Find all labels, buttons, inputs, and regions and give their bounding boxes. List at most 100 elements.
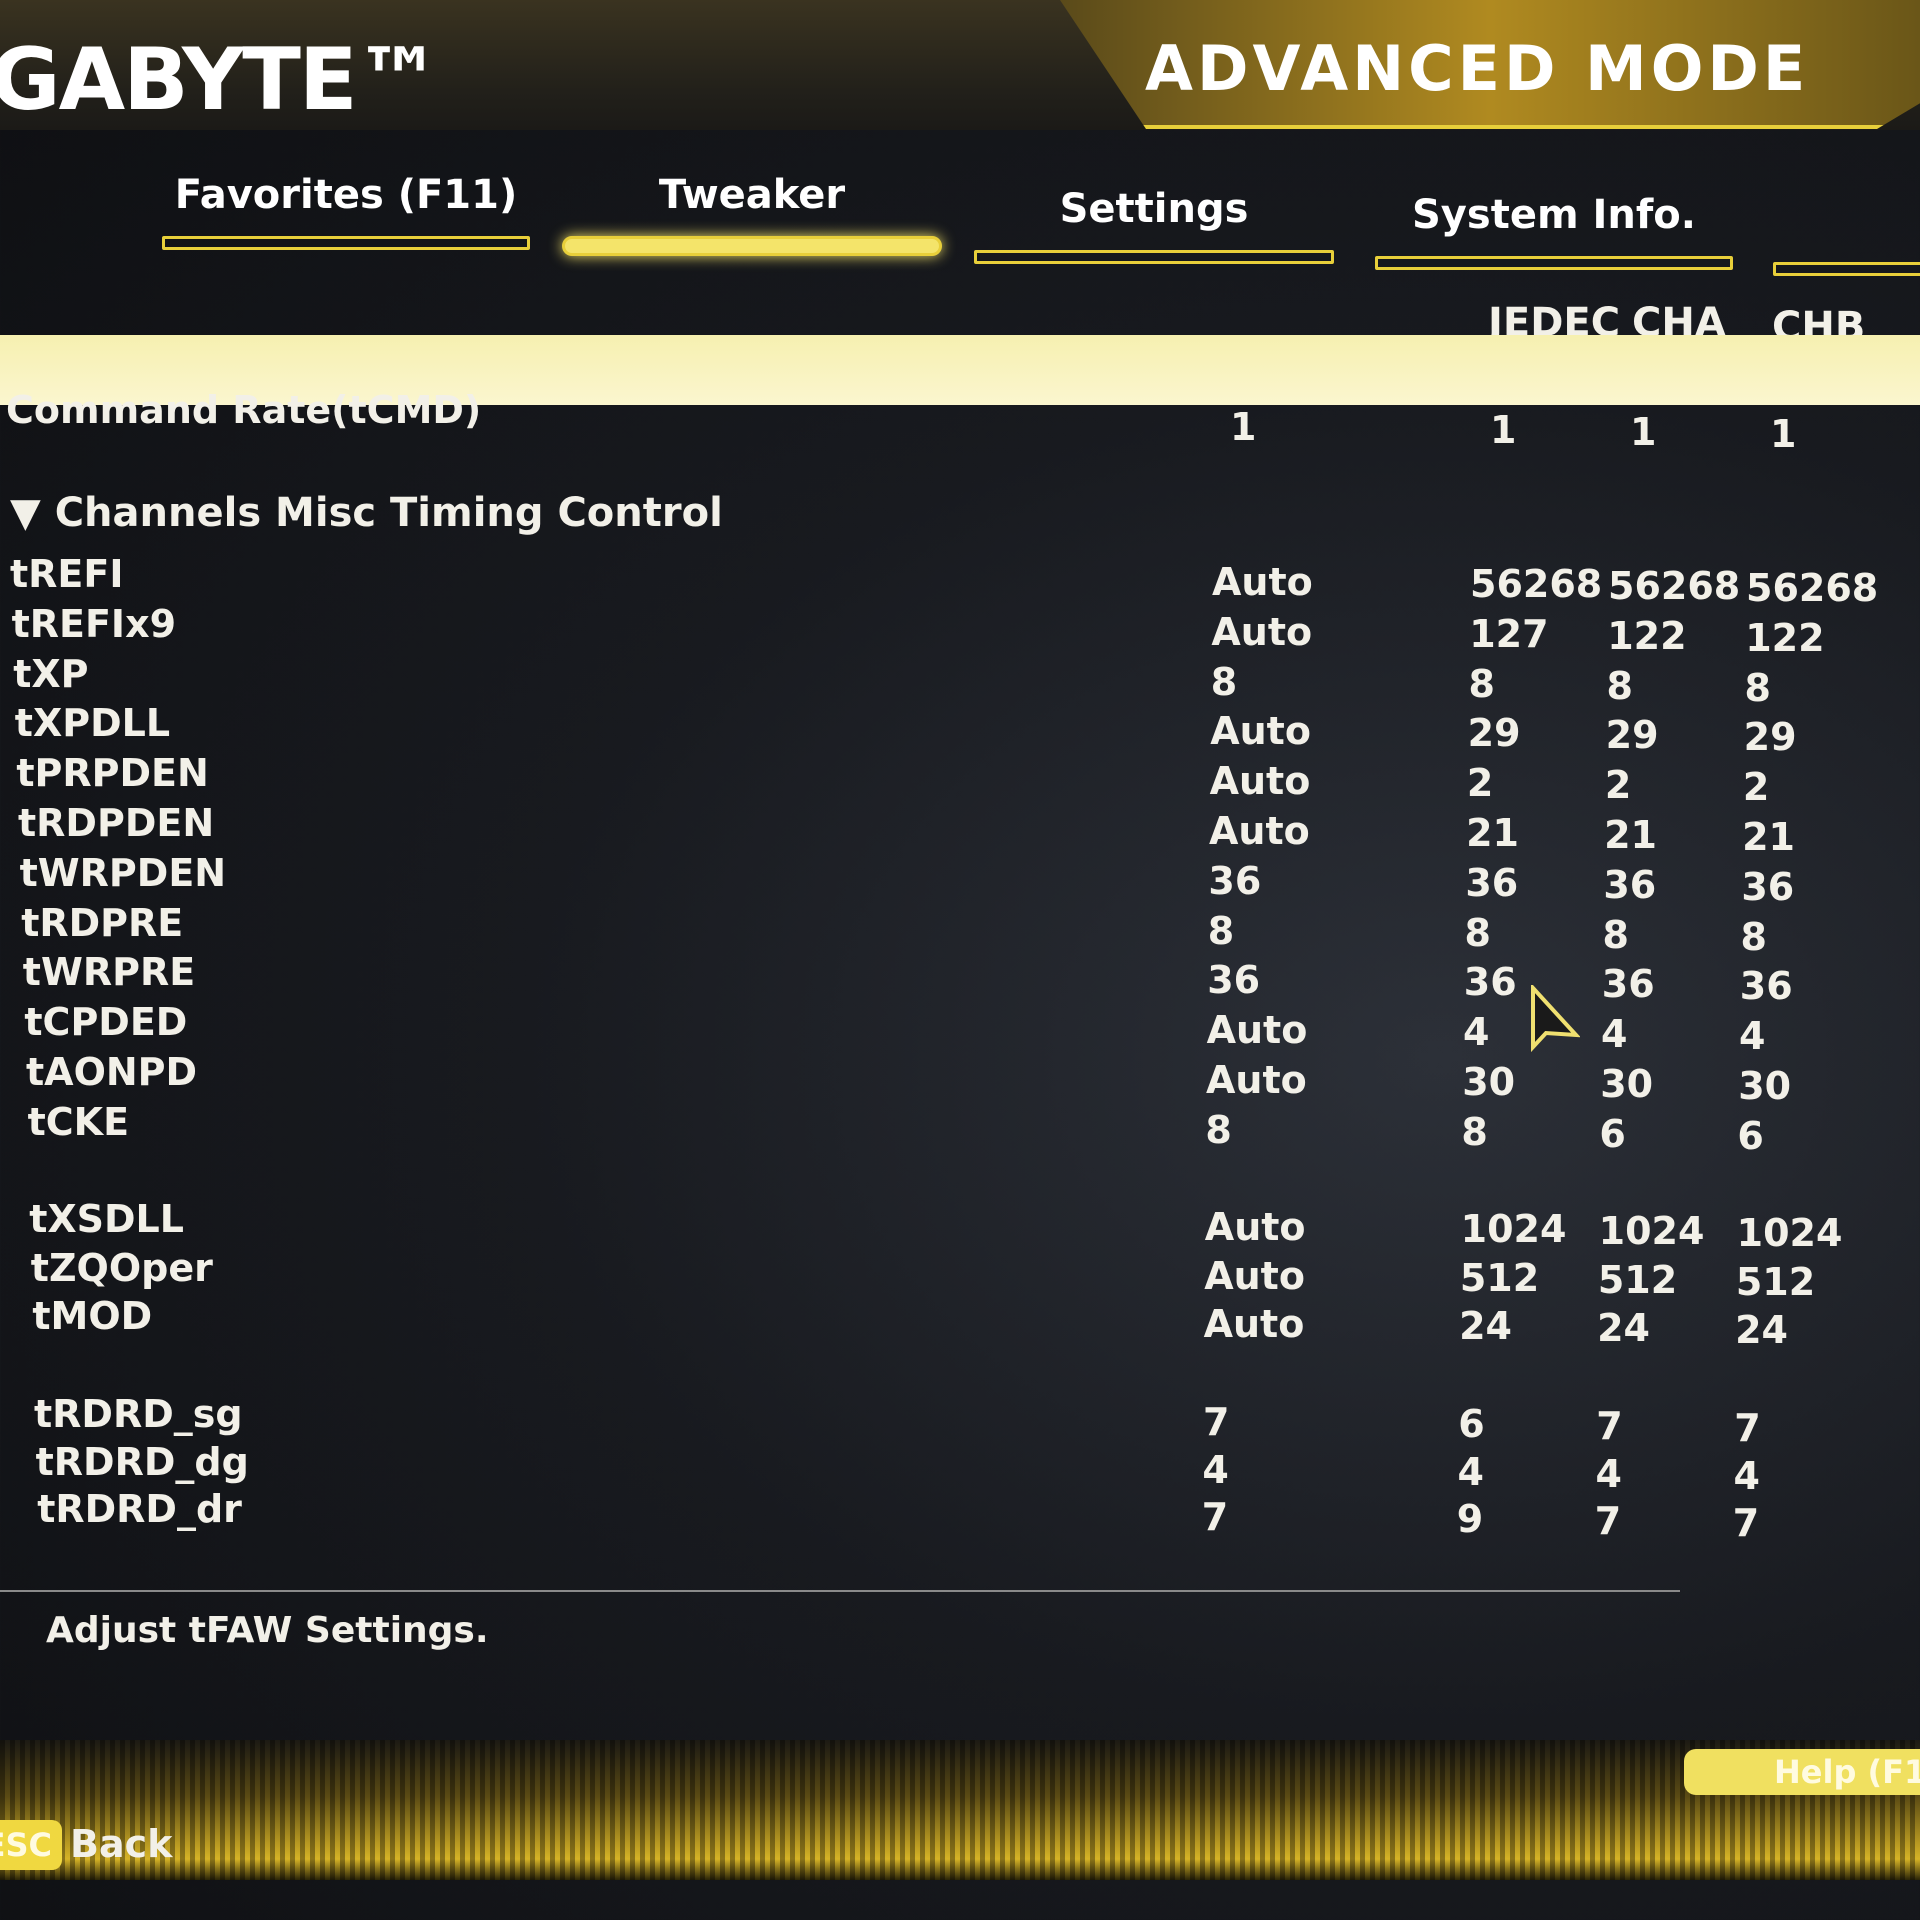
timing-jedec: 30: [1462, 1060, 1516, 1104]
timing-chb: 4: [1738, 1014, 1766, 1059]
timing-label[interactable]: tXP: [13, 651, 89, 696]
timing-cha: 30: [1600, 1062, 1654, 1106]
timing-chb: 24: [1735, 1308, 1788, 1352]
help-button[interactable]: Help (F1): [1684, 1749, 1920, 1795]
tab-underline: [162, 236, 530, 250]
esc-key-badge[interactable]: ESC: [0, 1820, 62, 1870]
timing-value[interactable]: 7: [1203, 1400, 1230, 1444]
timing-cha: 29: [1605, 713, 1659, 758]
tab-label: Favorites (F11): [174, 172, 518, 218]
back-button[interactable]: Back: [70, 1822, 173, 1866]
timing-value[interactable]: Auto: [1204, 1205, 1306, 1249]
tab-underline: [1375, 256, 1733, 270]
timing-value[interactable]: Auto: [1204, 1254, 1305, 1298]
timing-chb: 1024: [1736, 1211, 1843, 1255]
timing-cha: 56268: [1608, 564, 1741, 608]
timing-chb: 7: [1734, 1406, 1761, 1450]
timing-label[interactable]: tRDRD_dr: [37, 1487, 242, 1531]
timing-chb: 29: [1743, 715, 1797, 760]
timing-value[interactable]: 36: [1207, 958, 1261, 1003]
tab-settings[interactable]: Settings: [974, 186, 1334, 264]
timing-label[interactable]: tWRPRE: [22, 950, 196, 995]
timing-jedec: 512: [1459, 1256, 1540, 1300]
timing-cha: 36: [1603, 862, 1657, 907]
help-description: Adjust tFAW Settings.: [46, 1610, 489, 1651]
selected-row-highlight: [0, 335, 1920, 405]
timing-label[interactable]: tZQOper: [30, 1246, 213, 1290]
tab-favorites[interactable]: Favorites (F11): [162, 172, 530, 250]
timing-value[interactable]: Auto: [1210, 709, 1311, 754]
tab-system-info[interactable]: System Info.: [1375, 192, 1733, 270]
timing-label[interactable]: tREFI: [10, 552, 124, 596]
timing-cha: 21: [1604, 813, 1657, 857]
timing-cha: 7: [1594, 1499, 1622, 1543]
timing-value[interactable]: 36: [1208, 858, 1262, 903]
timing-cha: 122: [1607, 613, 1687, 658]
timing-value[interactable]: Auto: [1206, 1008, 1308, 1053]
brand-logo: GABYTE™: [0, 30, 442, 130]
timing-value[interactable]: 8: [1205, 1107, 1232, 1152]
timing-chb: 6: [1737, 1113, 1764, 1158]
timing-label[interactable]: tRDPDEN: [18, 801, 215, 845]
timing-chb: 4: [1733, 1454, 1760, 1498]
command-rate-jedec: 1: [1490, 408, 1517, 452]
tab-label: Tweaker: [658, 172, 846, 218]
timing-label[interactable]: tAONPD: [26, 1050, 198, 1094]
tab-underline: [974, 250, 1334, 264]
timing-value[interactable]: Auto: [1212, 560, 1313, 604]
tab-boot[interactable]: B: [1773, 198, 1920, 276]
timing-jedec: 127: [1469, 611, 1549, 656]
timing-label[interactable]: tXSDLL: [29, 1197, 184, 1241]
timing-value[interactable]: Auto: [1211, 609, 1313, 654]
timing-value[interactable]: Auto: [1209, 759, 1311, 804]
timing-jedec: 8: [1468, 661, 1495, 706]
mode-title: ADVANCED MODE: [1145, 32, 1810, 105]
timing-jedec: 29: [1467, 711, 1521, 756]
timing-value[interactable]: 4: [1202, 1448, 1229, 1492]
timing-jedec: 4: [1462, 1010, 1490, 1055]
timing-chb: 8: [1740, 914, 1767, 959]
timing-value[interactable]: Auto: [1203, 1302, 1305, 1346]
timing-label[interactable]: tXPDLL: [14, 701, 171, 746]
timing-chb: 30: [1738, 1064, 1792, 1108]
timing-chb: 56268: [1746, 566, 1879, 610]
tab-label: B: [1773, 198, 1920, 244]
timing-cha: 24: [1597, 1306, 1650, 1350]
timing-label[interactable]: tPRPDEN: [16, 751, 209, 796]
command-rate-chb: 1: [1770, 412, 1797, 456]
timing-label[interactable]: tCPDED: [24, 1000, 188, 1045]
timing-label[interactable]: tREFIx9: [11, 601, 177, 646]
timing-cha: 36: [1601, 962, 1655, 1007]
tab-tweaker[interactable]: Tweaker: [562, 172, 942, 256]
timing-value[interactable]: Auto: [1206, 1058, 1307, 1102]
section-label: Channels Misc Timing Control: [54, 490, 723, 536]
timing-cha: 7: [1596, 1404, 1623, 1448]
timing-label[interactable]: tRDRD_sg: [34, 1392, 243, 1436]
command-rate-cha: 1: [1630, 410, 1657, 454]
timing-value[interactable]: 8: [1207, 908, 1235, 953]
timing-cha: 2: [1604, 763, 1632, 808]
timing-value[interactable]: 7: [1201, 1495, 1229, 1539]
timing-label[interactable]: tMOD: [32, 1294, 153, 1338]
timing-cha: 512: [1597, 1258, 1678, 1302]
timing-label[interactable]: tWRPDEN: [19, 850, 227, 895]
timing-cha: 1024: [1598, 1209, 1705, 1253]
timing-jedec: 9: [1456, 1497, 1484, 1541]
timing-label[interactable]: tRDPRE: [21, 900, 184, 945]
command-rate-label[interactable]: Command Rate(tCMD): [6, 388, 482, 432]
triangle-down-icon: ▼: [10, 490, 41, 536]
timing-chb: 36: [1739, 964, 1793, 1009]
timing-label[interactable]: tCKE: [27, 1099, 130, 1144]
command-rate-value[interactable]: 1: [1230, 405, 1257, 449]
divider: [0, 1590, 1680, 1592]
timing-cha: 4: [1600, 1012, 1628, 1057]
timing-jedec: 1024: [1460, 1207, 1567, 1251]
timing-jedec: 8: [1461, 1109, 1488, 1154]
section-channels-misc-timing[interactable]: ▼ Channels Misc Timing Control: [10, 490, 723, 536]
footer-bar: [0, 1740, 1920, 1880]
timing-jedec: 36: [1463, 960, 1517, 1005]
timing-jedec: 6: [1458, 1402, 1485, 1446]
timing-value[interactable]: Auto: [1209, 809, 1310, 853]
timing-value[interactable]: 8: [1210, 659, 1238, 704]
timing-label[interactable]: tRDRD_dg: [35, 1440, 249, 1484]
